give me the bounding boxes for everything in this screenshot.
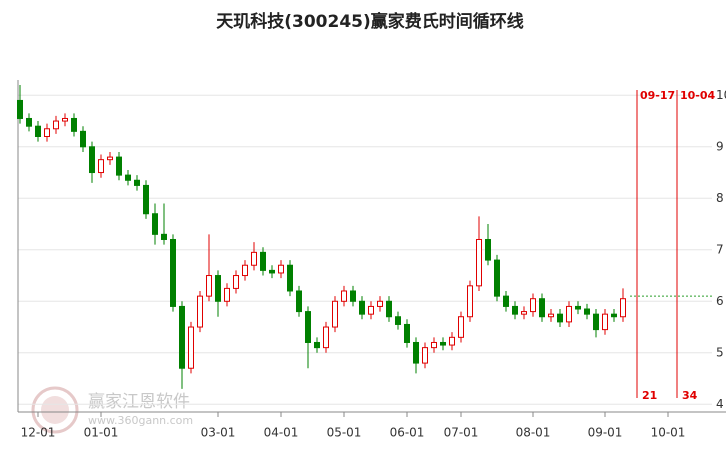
- candle-body: [431, 341, 437, 349]
- candle-body: [341, 290, 347, 302]
- candle-body: [440, 341, 446, 346]
- candle-body: [107, 156, 113, 161]
- candle-body: [179, 305, 185, 369]
- candle-body: [458, 316, 464, 338]
- candle-body: [188, 326, 194, 369]
- y-tick-label: 7: [716, 242, 724, 256]
- candle-body: [503, 295, 509, 307]
- candle-body: [350, 290, 356, 302]
- candle-body: [170, 238, 176, 307]
- candle-body: [323, 326, 329, 349]
- y-tick-label: 10: [716, 88, 726, 102]
- candle-body: [512, 305, 518, 315]
- candle-body: [98, 159, 104, 174]
- x-tick-label: 06-01: [390, 426, 425, 440]
- x-tick-label: 12-01: [21, 426, 56, 440]
- candle-body: [53, 120, 59, 130]
- x-tick-label: 05-01: [327, 426, 362, 440]
- x-tick-label: 10-01: [651, 426, 686, 440]
- candle-body: [548, 313, 554, 318]
- candle-body: [422, 347, 428, 364]
- x-tick-label: 01-01: [84, 426, 119, 440]
- candle-body: [485, 238, 491, 261]
- y-tick-label: 6: [716, 294, 724, 308]
- watermark-url: www.360gann.com: [88, 414, 193, 427]
- candle-body: [386, 300, 392, 318]
- candle-body: [467, 285, 473, 318]
- candle-body: [404, 323, 410, 343]
- candle-body: [215, 275, 221, 302]
- candle-body: [125, 174, 131, 181]
- candle-body: [368, 305, 374, 315]
- y-tick-label: 5: [716, 345, 724, 359]
- candle-body: [233, 275, 239, 289]
- y-tick-label: 9: [716, 139, 724, 153]
- candle-body: [413, 341, 419, 364]
- watermark-logo-inner: [41, 396, 69, 424]
- candle-body: [476, 238, 482, 287]
- candle-body: [80, 130, 86, 148]
- candle-body: [152, 213, 158, 235]
- candle-body: [332, 300, 338, 328]
- cycle-bars: 21: [642, 389, 657, 402]
- candle-body: [242, 264, 248, 277]
- candle-body: [17, 99, 23, 119]
- candle-body: [62, 117, 68, 122]
- watermark-text: 赢家江恩软件: [88, 392, 190, 412]
- y-tick-label: 8: [716, 191, 724, 205]
- candle-body: [602, 313, 608, 331]
- watermark: 赢家江恩软件 www.360gann.com: [31, 386, 193, 434]
- candle-body: [287, 264, 293, 292]
- candle-body: [395, 316, 401, 325]
- cycle-date: 10-04: [680, 89, 716, 102]
- candle-body: [116, 156, 122, 176]
- candle-body: [314, 341, 320, 349]
- candle-body: [539, 298, 545, 318]
- candle-body: [566, 305, 572, 323]
- candle-body: [260, 251, 266, 271]
- candle-body: [575, 305, 581, 310]
- candle-body: [134, 179, 140, 186]
- x-tick-label: 07-01: [444, 426, 479, 440]
- candle-body: [26, 117, 32, 127]
- candle-body: [35, 125, 41, 137]
- candle-body: [593, 313, 599, 331]
- candle-body: [143, 184, 149, 215]
- candle-body: [197, 295, 203, 328]
- candle-body: [377, 300, 383, 307]
- x-tick-label: 04-01: [264, 426, 299, 440]
- candle-body: [305, 311, 311, 343]
- x-tick-label: 09-01: [588, 426, 623, 440]
- cycle-date: 09-17: [640, 89, 675, 102]
- candle-body: [620, 298, 626, 318]
- candle-body: [530, 298, 536, 313]
- y-tick-label: 4: [716, 397, 724, 411]
- candle-body: [71, 117, 77, 132]
- chart-title: 天玑科技(300245)赢家费氏时间循环线: [216, 11, 524, 32]
- candle-body: [449, 336, 455, 346]
- candle-body: [161, 233, 167, 240]
- candle-body: [296, 290, 302, 313]
- candle-body: [89, 146, 95, 174]
- candle-body: [611, 313, 617, 318]
- candle-body: [206, 275, 212, 297]
- candle-body: [359, 300, 365, 315]
- candle-body: [557, 313, 563, 323]
- x-tick-label: 08-01: [516, 426, 551, 440]
- candle-body: [584, 308, 590, 315]
- candle-body: [494, 259, 500, 297]
- x-tick-label: 03-01: [201, 426, 236, 440]
- candle-body: [269, 269, 275, 274]
- candle-body: [251, 251, 257, 266]
- candle-body: [521, 311, 527, 315]
- watermark-logo: [31, 386, 79, 434]
- candle-body: [278, 264, 284, 274]
- candle-body: [224, 287, 230, 302]
- cycle-bars: 34: [682, 389, 698, 402]
- candle-body: [44, 128, 50, 137]
